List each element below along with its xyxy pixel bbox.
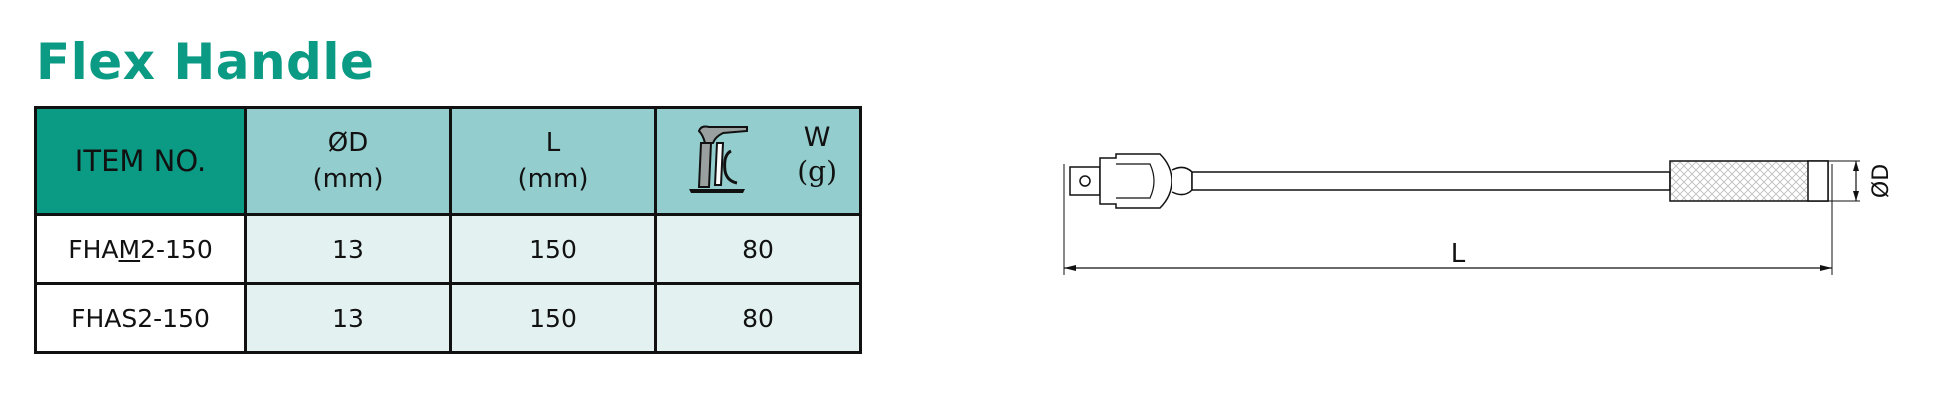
cell-weight: 80: [654, 282, 862, 354]
ball-detent: [1079, 175, 1091, 187]
cell-length: 150: [449, 282, 657, 354]
item-no-suffix: 2-150: [140, 234, 213, 264]
header-diameter-label: ØD: [327, 128, 369, 158]
header-weight-unit: (g): [797, 155, 837, 188]
item-no-mark: M: [118, 234, 141, 264]
flex-handle-drawing: L ØD: [1063, 153, 1894, 275]
header-weight-label: W: [803, 122, 831, 153]
length-label: L: [1451, 239, 1466, 269]
page-title: Flex Handle: [36, 33, 375, 91]
table-header-row: ITEM NO. ØD (mm) L (mm): [34, 106, 862, 216]
spec-table: ITEM NO. ØD (mm) L (mm): [34, 106, 862, 354]
item-no-prefix: FHA: [68, 234, 119, 264]
table-row: FHAM2-150 13 150 80: [34, 213, 862, 285]
header-diameter: ØD (mm): [244, 106, 452, 216]
header-diameter-unit: (mm): [312, 164, 384, 194]
header-item-no: ITEM NO.: [34, 106, 247, 216]
knurled-grip: [1669, 160, 1829, 202]
cell-item-no: FHAS2-150: [34, 282, 247, 354]
header-weight: W (g): [654, 106, 862, 216]
cell-weight: 80: [654, 213, 862, 285]
header-length-label: L: [545, 128, 561, 158]
diameter-label: ØD: [1869, 164, 1894, 198]
scale-icon: [689, 125, 748, 193]
cell-length: 150: [449, 213, 657, 285]
handle-shaft: [1191, 171, 1671, 191]
cell-diameter: 13: [244, 213, 452, 285]
pivot-head: [1099, 153, 1173, 209]
cell-diameter: 13: [244, 282, 452, 354]
header-length-unit: (mm): [517, 164, 589, 194]
cell-item-no: FHAM2-150: [34, 213, 247, 285]
square-drive: [1069, 166, 1101, 196]
item-no-prefix: FHAS2-150: [71, 303, 210, 333]
table-row: FHAS2-150 13 150 80: [34, 282, 862, 354]
header-length: L (mm): [449, 106, 657, 216]
